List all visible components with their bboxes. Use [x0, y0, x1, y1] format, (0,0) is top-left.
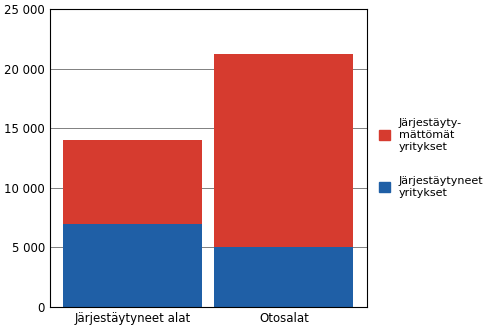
Bar	[63, 140, 202, 224]
Legend: Järjestäyty-
mättömät
yritykset, Järjestäytyneet
yritykset: Järjestäyty- mättömät yritykset, Järjest…	[378, 118, 483, 198]
Bar	[214, 54, 353, 247]
Bar	[63, 224, 202, 307]
Bar	[214, 247, 353, 307]
